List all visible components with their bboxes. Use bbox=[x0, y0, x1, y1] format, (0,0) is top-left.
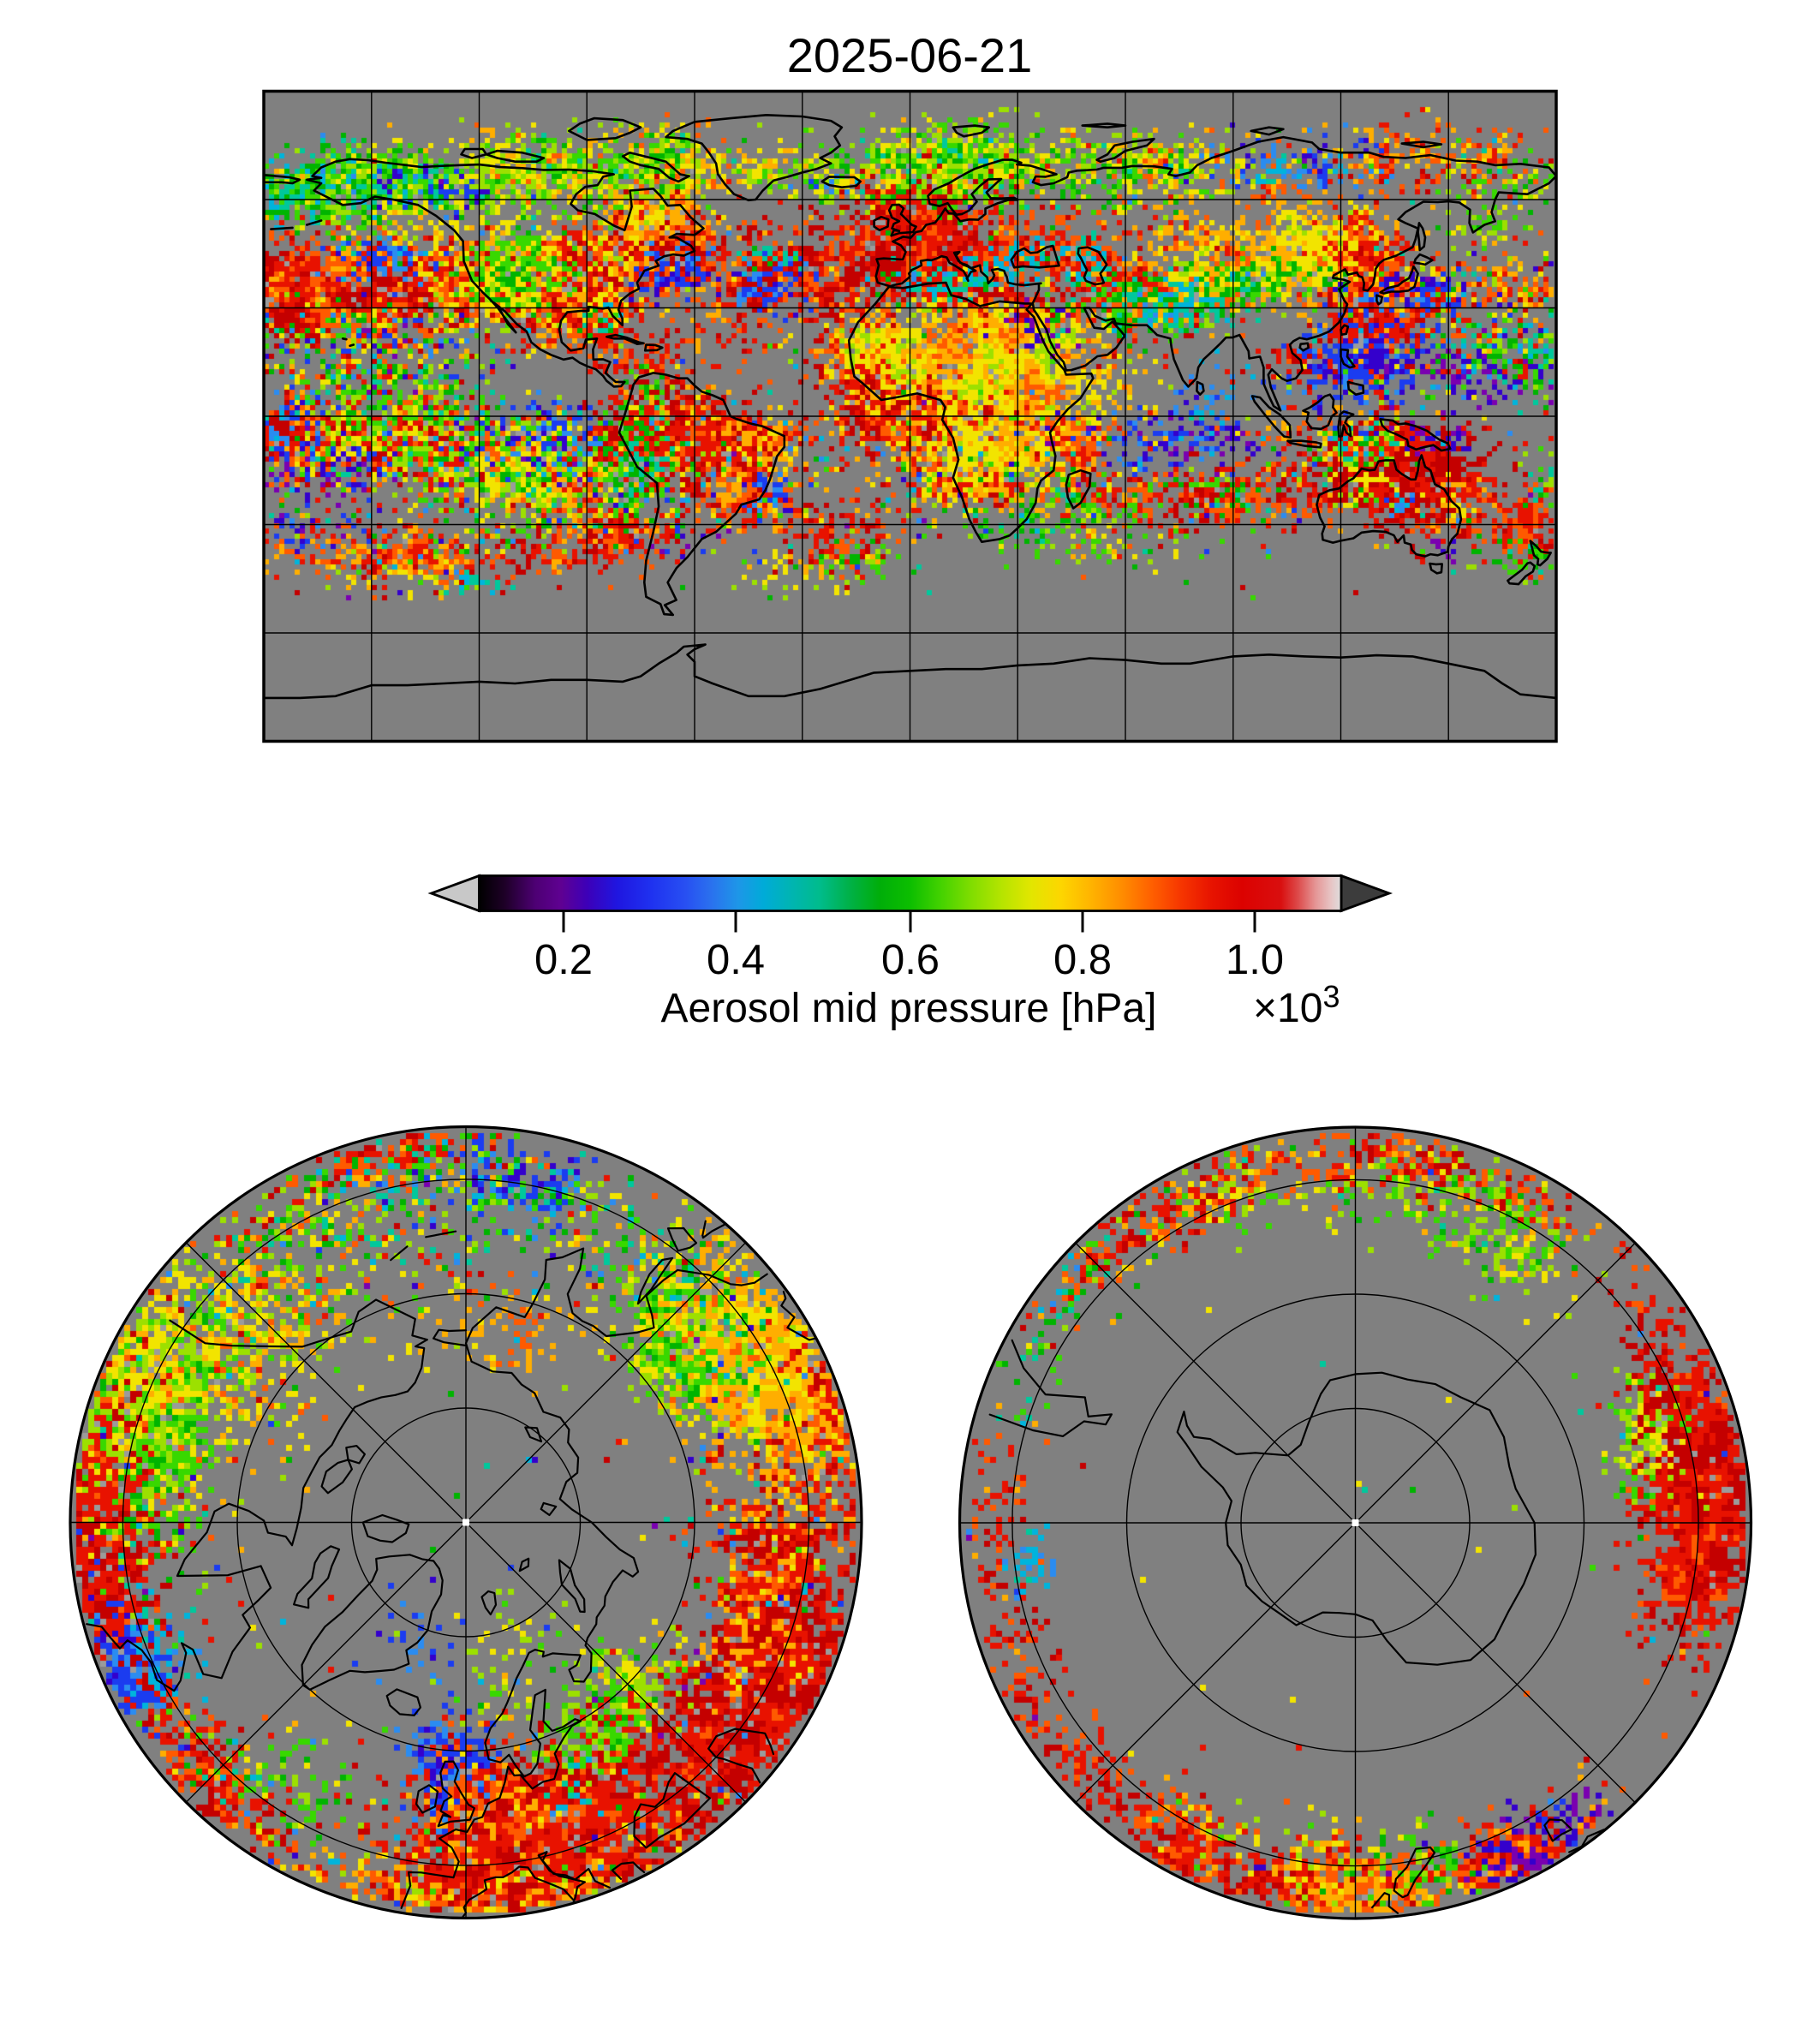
svg-text:0.6: 0.6 bbox=[881, 937, 940, 983]
svg-text:0.2: 0.2 bbox=[534, 937, 593, 983]
svg-text:2025-06-21: 2025-06-21 bbox=[787, 28, 1032, 82]
svg-text:3: 3 bbox=[1323, 979, 1340, 1014]
svg-text:0.4: 0.4 bbox=[707, 937, 765, 983]
svg-text:×10: ×10 bbox=[1253, 986, 1322, 1031]
svg-text:Aerosol mid pressure [hPa]: Aerosol mid pressure [hPa] bbox=[661, 986, 1157, 1031]
svg-text:0.8: 0.8 bbox=[1053, 937, 1112, 983]
svg-text:1.0: 1.0 bbox=[1226, 937, 1284, 983]
